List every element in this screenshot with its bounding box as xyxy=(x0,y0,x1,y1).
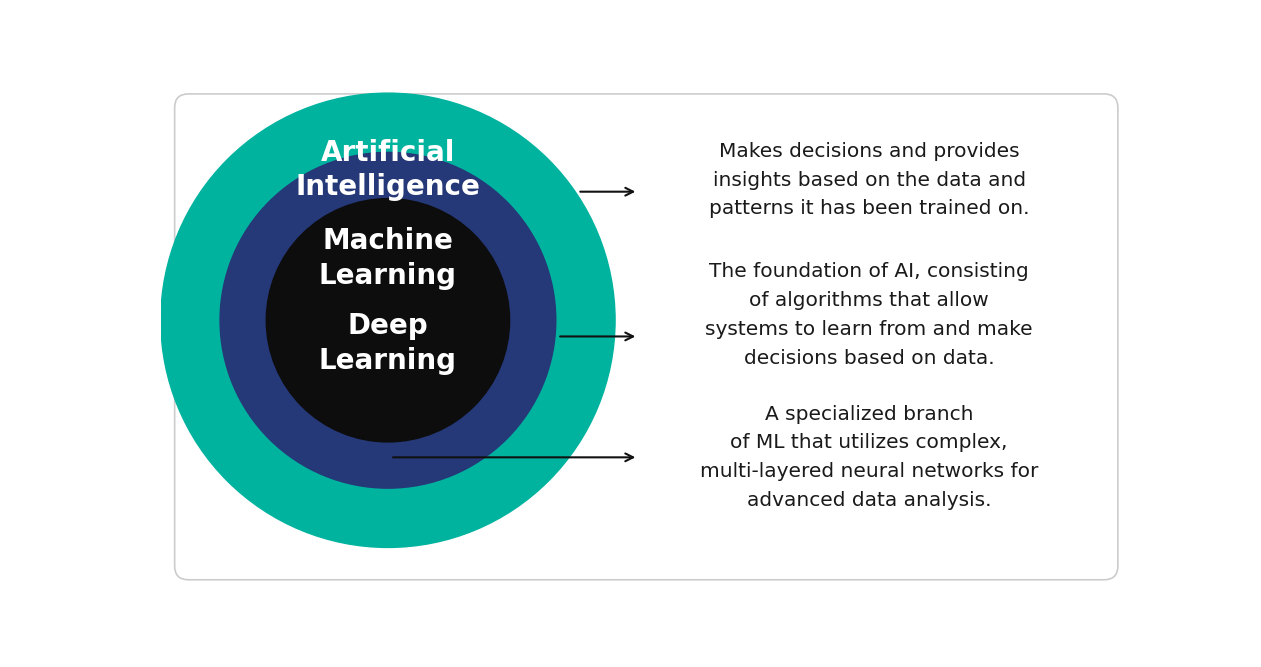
Text: Machine
Learning: Machine Learning xyxy=(319,227,456,290)
Text: Deep
Learning: Deep Learning xyxy=(319,312,456,375)
Circle shape xyxy=(266,199,509,442)
FancyBboxPatch shape xyxy=(174,94,1119,580)
Text: The foundation of AI, consisting
of algorithms that allow
systems to learn from : The foundation of AI, consisting of algo… xyxy=(705,262,1033,368)
Text: Artificial
Intelligence: Artificial Intelligence xyxy=(295,139,480,201)
Text: A specialized branch
of ML that utilizes complex,
multi-layered neural networks : A specialized branch of ML that utilizes… xyxy=(700,405,1038,510)
Circle shape xyxy=(221,153,556,488)
Text: Makes decisions and provides
insights based on the data and
patterns it has been: Makes decisions and provides insights ba… xyxy=(709,142,1029,218)
Circle shape xyxy=(161,93,615,548)
